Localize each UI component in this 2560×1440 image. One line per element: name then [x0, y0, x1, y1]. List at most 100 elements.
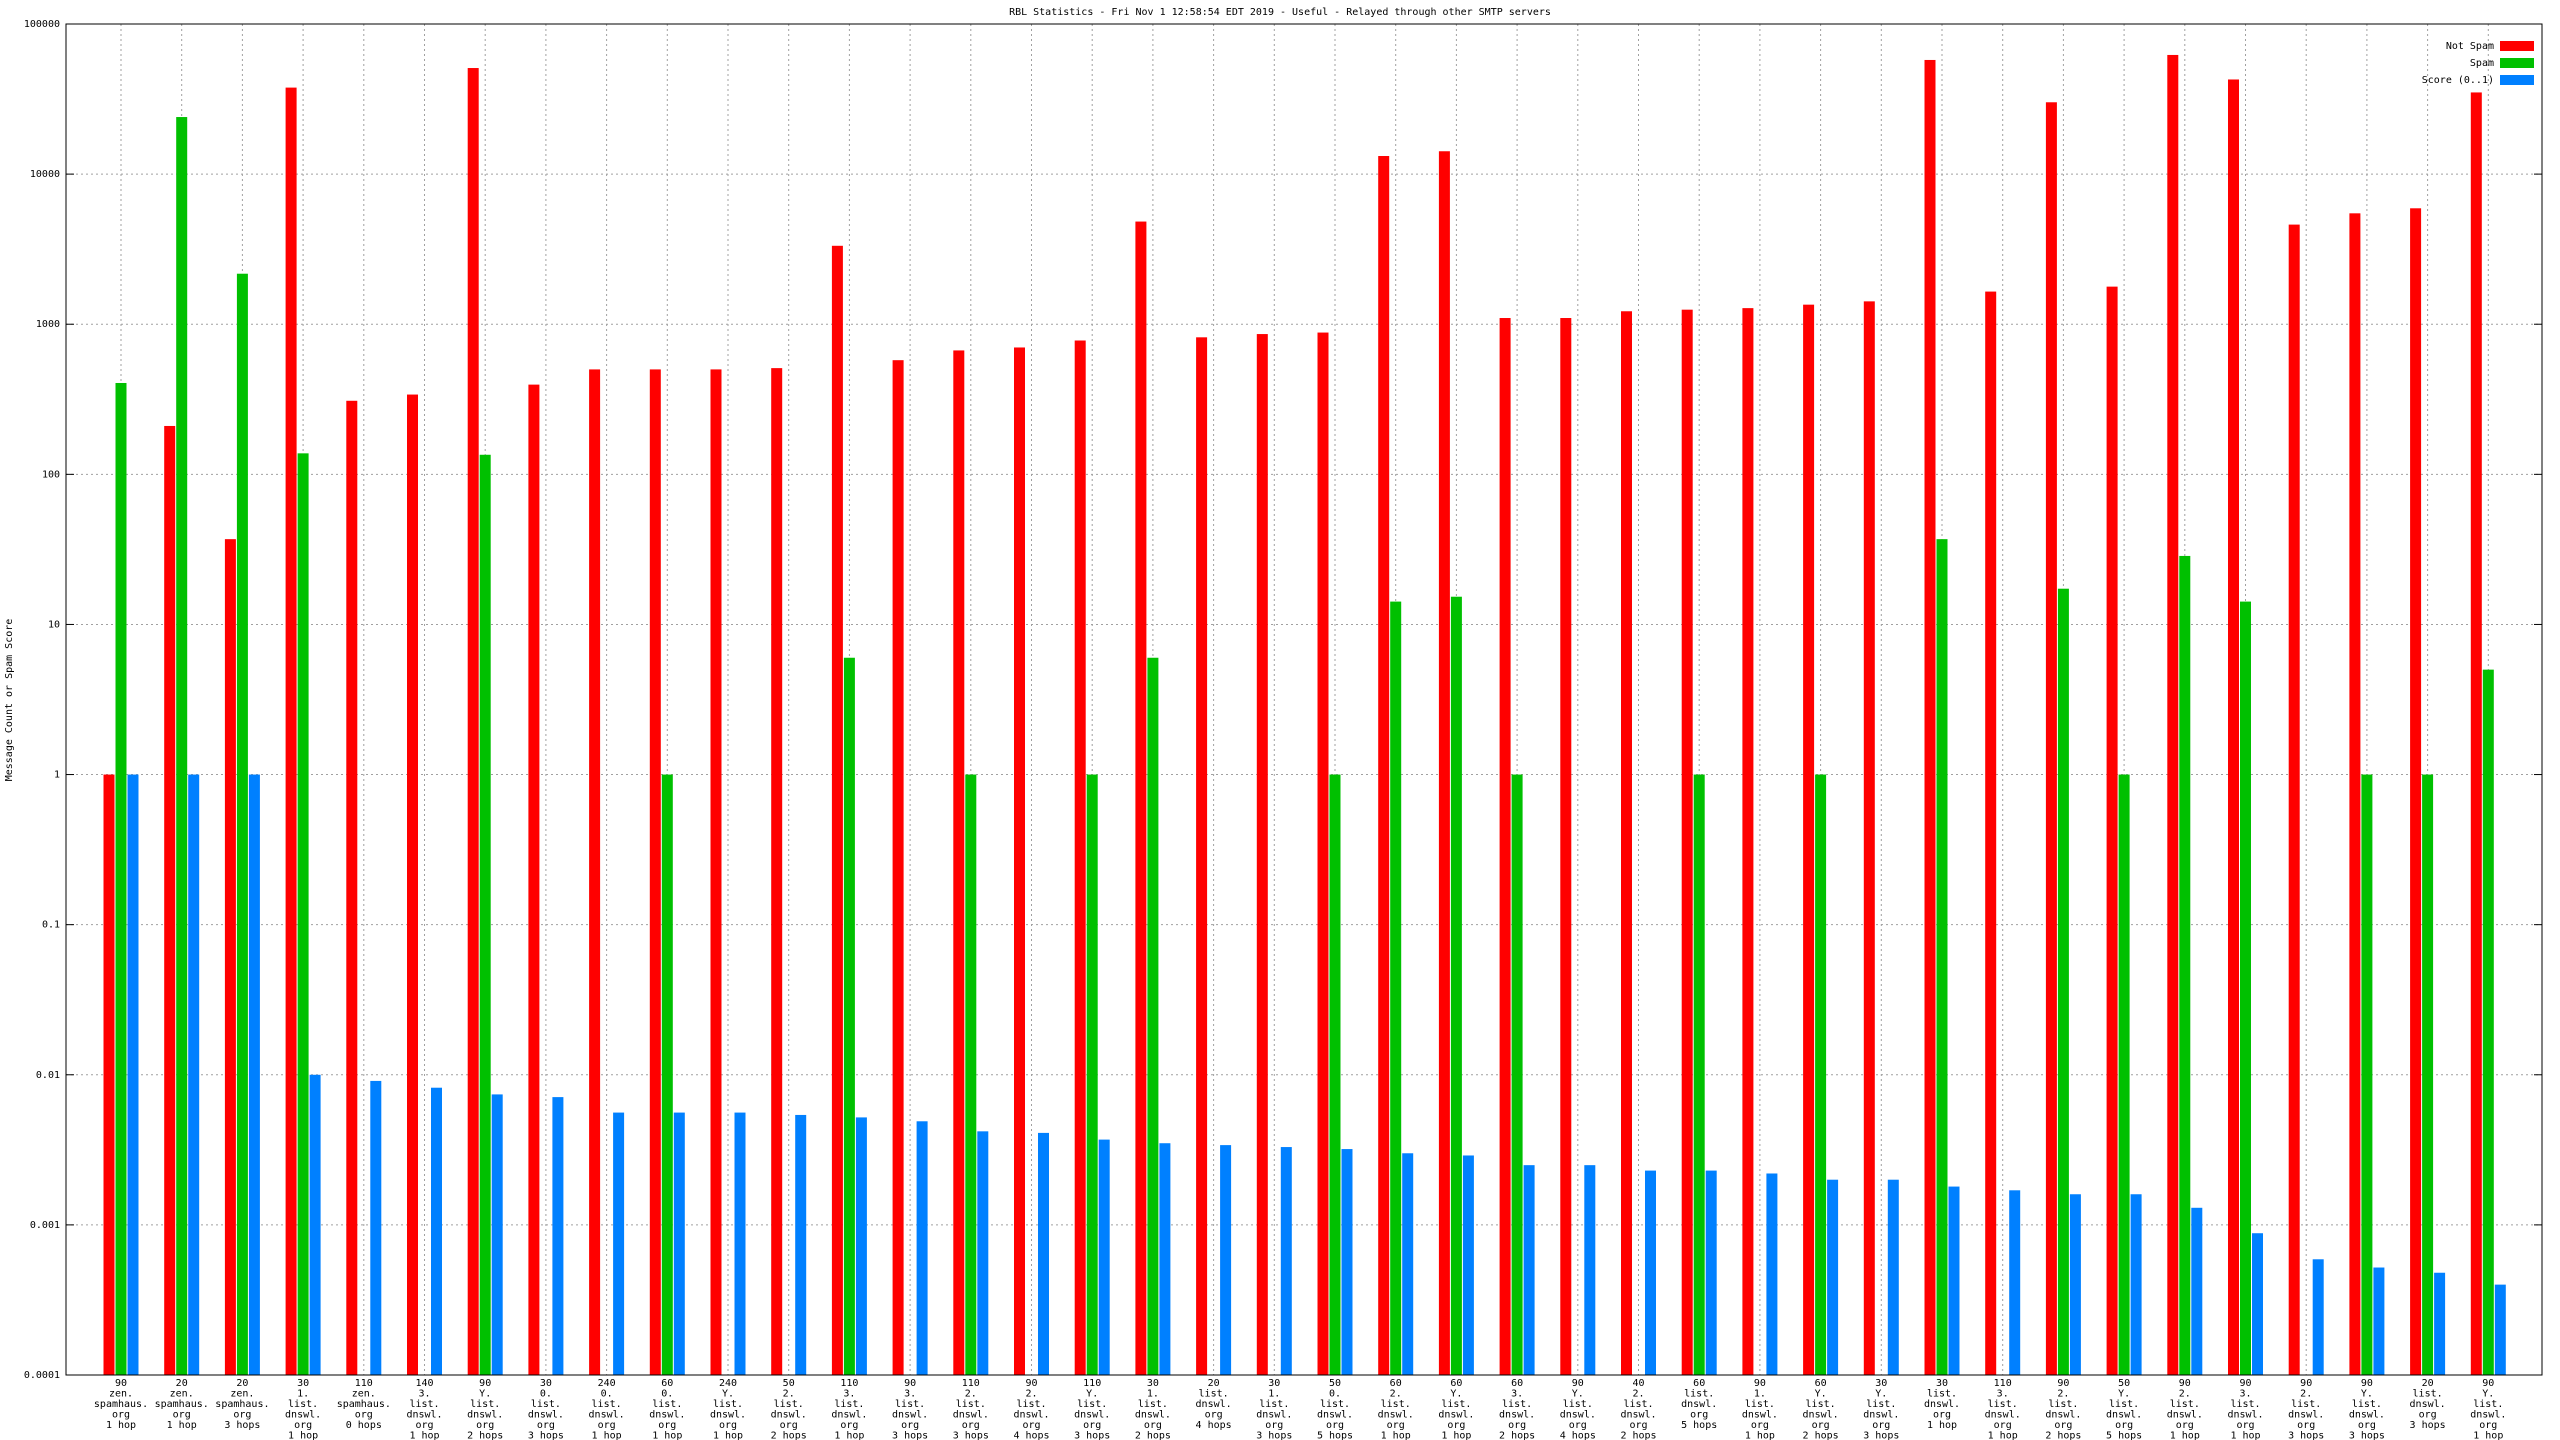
y-tick-label: 10: [48, 619, 60, 630]
bar: [2106, 286, 2118, 1376]
x-tick-label: 2.: [2179, 1389, 2191, 1400]
x-tick-label: 110: [962, 1378, 980, 1389]
bar: [1280, 1147, 1292, 1375]
x-tick-label: list.: [1199, 1389, 1229, 1400]
x-tick-label: 2.: [965, 1389, 977, 1400]
bar: [1693, 774, 1705, 1375]
x-tick-label: 50: [2118, 1378, 2130, 1389]
x-tick-label: 60: [1390, 1378, 1402, 1389]
x-tick-label: list.: [2230, 1399, 2260, 1410]
x-tick-label: 90: [1572, 1378, 1584, 1389]
y-tick-label: 0.0001: [24, 1370, 60, 1381]
x-tick-label: org: [415, 1420, 433, 1431]
x-tick-label: dnswl.: [406, 1410, 442, 1421]
x-tick-label: 50: [1329, 1378, 1341, 1389]
bar: [2410, 208, 2422, 1376]
x-tick-label: org: [719, 1420, 737, 1431]
x-tick-label: 90: [2361, 1378, 2373, 1389]
x-tick-label: list.: [592, 1399, 622, 1410]
x-tick-label: dnswl.: [1013, 1410, 1049, 1421]
x-tick-label: spamhaus.: [94, 1399, 148, 1410]
x-tick-label: list.: [288, 1399, 318, 1410]
x-tick-label: 0.: [540, 1389, 552, 1400]
x-tick-label: 0.: [661, 1389, 673, 1400]
bar: [2045, 102, 2057, 1376]
bar: [1863, 301, 1875, 1375]
x-tick-label: Y.: [722, 1389, 734, 1400]
x-tick-label: 1 hop: [713, 1431, 743, 1440]
x-tick-label: dnswl.: [2410, 1399, 2446, 1410]
x-tick-label: dnswl.: [2288, 1410, 2324, 1421]
x-tick-label: 3.: [843, 1389, 855, 1400]
x-tick-label: 30: [1875, 1378, 1887, 1389]
x-tick-label: 1 hop: [167, 1420, 197, 1431]
bar: [916, 1121, 928, 1375]
bar: [115, 382, 127, 1375]
x-tick-label: 90: [2300, 1378, 2312, 1389]
x-tick-label: 1 hop: [2170, 1431, 2200, 1440]
bar: [285, 87, 297, 1376]
bar: [710, 369, 722, 1375]
x-tick-label: dnswl.: [2167, 1410, 2203, 1421]
x-tick-label: 1 hop: [1927, 1420, 1957, 1431]
x-tick-label: 30: [540, 1378, 552, 1389]
bar: [528, 384, 540, 1375]
x-tick-label: list.: [1745, 1399, 1775, 1410]
x-tick-label: 60: [661, 1378, 673, 1389]
bar: [1705, 1170, 1717, 1375]
x-tick-label: org: [2358, 1420, 2376, 1431]
x-tick-label: list.: [531, 1399, 561, 1410]
x-tick-label: list.: [1259, 1399, 1289, 1410]
bar: [1038, 1132, 1049, 1375]
x-tick-label: org: [840, 1420, 858, 1431]
x-tick-label: 3.: [2239, 1389, 2251, 1400]
x-tick-label: 90: [904, 1378, 916, 1389]
x-tick-label: list.: [2352, 1399, 2382, 1410]
x-tick-label: 40: [1632, 1378, 1644, 1389]
bar: [2191, 1207, 2203, 1375]
bar: [407, 394, 418, 1375]
x-tick-label: 90: [115, 1378, 127, 1389]
x-tick-label: list.: [774, 1399, 804, 1410]
x-tick-label: dnswl.: [285, 1410, 321, 1421]
x-tick-label: org: [2176, 1420, 2194, 1431]
bar: [1948, 1186, 1960, 1375]
bar: [1462, 1155, 1474, 1375]
bar: [892, 360, 904, 1376]
x-tick-label: 3.: [1997, 1389, 2009, 1400]
x-tick-label: list.: [956, 1399, 986, 1410]
x-tick-label: dnswl.: [1378, 1410, 1414, 1421]
x-tick-label: 2 hops: [467, 1431, 503, 1440]
x-tick-label: 1.: [1754, 1389, 1766, 1400]
x-tick-label: org: [1447, 1420, 1465, 1431]
bar: [855, 1117, 867, 1375]
x-tick-label: 4 hops: [1013, 1431, 1049, 1440]
x-tick-label: org: [1994, 1420, 2012, 1431]
bar: [2470, 92, 2482, 1376]
bar: [2434, 1272, 2446, 1375]
x-tick-label: list.: [652, 1399, 682, 1410]
x-tick-label: list.: [1441, 1399, 1471, 1410]
x-tick-label: 90: [1025, 1378, 1037, 1389]
x-tick-label: 1 hop: [652, 1431, 682, 1440]
x-tick-label: 3.: [1511, 1389, 1523, 1400]
x-tick-label: dnswl.: [649, 1410, 685, 1421]
x-tick-label: 60: [1693, 1378, 1705, 1389]
x-tick-label: org: [2236, 1420, 2254, 1431]
legend-swatch: [2500, 58, 2534, 68]
y-tick-label: 100000: [24, 19, 60, 30]
x-tick-label: list.: [2048, 1399, 2078, 1410]
x-tick-label: 0.: [601, 1389, 613, 1400]
x-tick-label: 240: [598, 1378, 616, 1389]
x-tick-label: org: [112, 1410, 130, 1421]
x-tick-label: 90: [479, 1378, 491, 1389]
x-tick-label: list.: [2109, 1399, 2139, 1410]
bar: [1378, 156, 1390, 1376]
x-tick-label: dnswl.: [710, 1410, 746, 1421]
bar: [1159, 1143, 1171, 1375]
y-tick-label: 1000: [36, 319, 60, 330]
bar: [176, 117, 188, 1375]
x-tick-label: 3 hops: [892, 1431, 928, 1440]
x-tick-label: list.: [1320, 1399, 1350, 1410]
x-tick-label: dnswl.: [1863, 1410, 1899, 1421]
